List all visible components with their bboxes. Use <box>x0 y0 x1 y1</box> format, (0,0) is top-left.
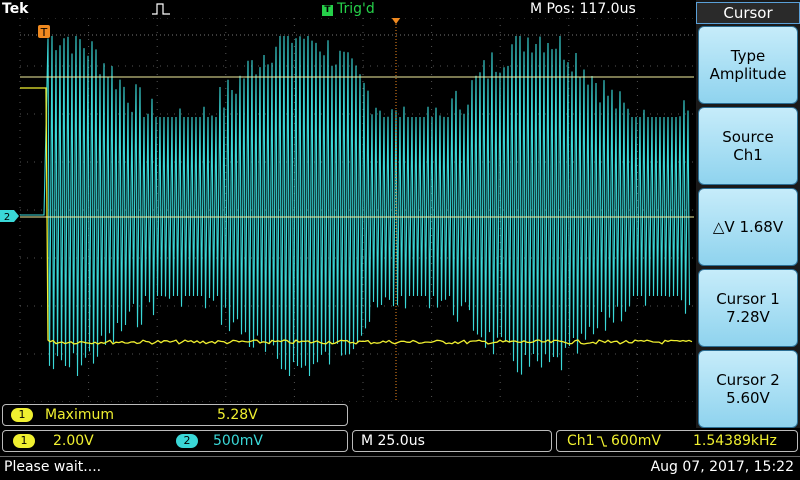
channel-scale-readout[interactable]: 1 2.00V 2 500mV <box>2 430 348 452</box>
timebase-value: M 25.0us <box>361 431 425 451</box>
status-message: Please wait.... <box>4 456 101 478</box>
trigger-readout[interactable]: Ch1 600mV 1.54389kHz <box>556 430 798 452</box>
trigger-status-text: Trig'd <box>337 1 375 17</box>
ch2-ground-marker-label: 2 <box>4 212 10 223</box>
ch2-waveform <box>20 36 690 376</box>
timebase-readout[interactable]: M 25.0us <box>352 430 552 452</box>
ch1-scale-chip: 1 <box>13 434 35 448</box>
button-value: 5.60V <box>726 389 770 407</box>
measurement-name: Maximum <box>45 405 114 425</box>
button-value: 7.28V <box>726 308 770 326</box>
falling-edge-icon <box>597 436 607 447</box>
waveform-display[interactable]: T 2 <box>0 18 694 402</box>
ch1-chip: 1 <box>11 408 33 422</box>
cursor-side-menu: Cursor Type Amplitude Source Ch1 △V 1.68… <box>696 0 800 428</box>
trigger-frequency: 1.54389kHz <box>693 431 777 451</box>
pulse-trigger-icon <box>152 3 170 15</box>
trigger-source: Ch1 <box>567 431 595 451</box>
measurement-readout[interactable]: 1 Maximum 5.28V <box>2 404 348 426</box>
brand-label: Tek <box>2 0 29 18</box>
button-label: Type <box>731 47 765 65</box>
cursor-1-button[interactable]: Cursor 1 7.28V <box>698 269 798 347</box>
button-label: Cursor 1 <box>716 290 780 308</box>
trigger-position-marker[interactable] <box>391 18 401 24</box>
button-label: Source <box>722 128 774 146</box>
status-datetime: Aug 07, 2017, 15:22 <box>651 456 794 478</box>
ch2-scale-chip: 2 <box>176 434 198 448</box>
delta-v-button[interactable]: △V 1.68V <box>698 188 798 266</box>
cursor-type-button[interactable]: Type Amplitude <box>698 26 798 104</box>
ch2-trace <box>20 36 690 376</box>
button-value: Amplitude <box>710 65 787 83</box>
button-value: Ch1 <box>733 146 763 164</box>
cursor-2-button[interactable]: Cursor 2 5.60V <box>698 350 798 428</box>
measurement-value: 5.28V <box>217 405 258 425</box>
ch1-scale: 2.00V <box>53 431 94 451</box>
menu-title: Cursor <box>696 2 800 24</box>
top-status-bar: Tek T Trig'd M Pos: 117.0us <box>0 0 694 18</box>
trigger-level: 600mV <box>611 431 661 451</box>
trigger-badge: T <box>322 5 333 16</box>
button-label: △V 1.68V <box>713 218 783 236</box>
trigger-status: T Trig'd <box>322 0 375 18</box>
ch2-scale: 500mV <box>213 431 263 451</box>
trigger-time-marker-label: T <box>40 26 48 39</box>
button-label: Cursor 2 <box>716 371 780 389</box>
horizontal-position-readout: M Pos: 117.0us <box>530 0 636 18</box>
status-bar: Please wait.... Aug 07, 2017, 15:22 <box>0 456 800 480</box>
cursor-source-button[interactable]: Source Ch1 <box>698 107 798 185</box>
